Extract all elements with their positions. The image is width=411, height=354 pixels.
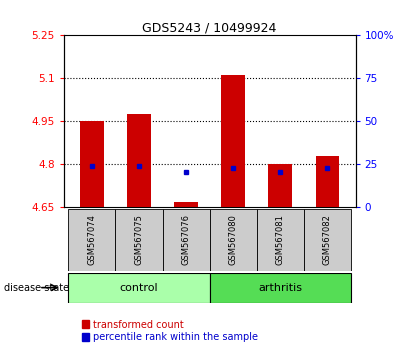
Text: GSM567081: GSM567081	[276, 215, 285, 265]
Bar	[268, 164, 292, 207]
Text: GSM567075: GSM567075	[134, 215, 143, 265]
Text: disease state: disease state	[4, 282, 69, 293]
Text: GSM567082: GSM567082	[323, 215, 332, 265]
Bar	[210, 273, 351, 303]
Bar	[304, 209, 351, 271]
Bar	[210, 209, 257, 271]
Title: GDS5243 / 10499924: GDS5243 / 10499924	[143, 21, 277, 34]
Bar	[68, 209, 115, 271]
Bar	[162, 209, 210, 271]
Bar	[115, 209, 162, 271]
Text: GSM567076: GSM567076	[182, 214, 191, 266]
Bar	[80, 121, 104, 207]
Bar	[127, 114, 151, 207]
Text: GSM567074: GSM567074	[88, 215, 97, 265]
Bar	[222, 75, 245, 207]
Text: GSM567080: GSM567080	[229, 215, 238, 265]
Bar	[174, 202, 198, 207]
Legend: transformed count, percentile rank within the sample: transformed count, percentile rank withi…	[78, 316, 262, 346]
Bar	[257, 209, 304, 271]
Bar	[316, 156, 339, 207]
Text: arthritis: arthritis	[258, 282, 302, 293]
Bar	[68, 273, 210, 303]
Text: control: control	[120, 282, 158, 293]
